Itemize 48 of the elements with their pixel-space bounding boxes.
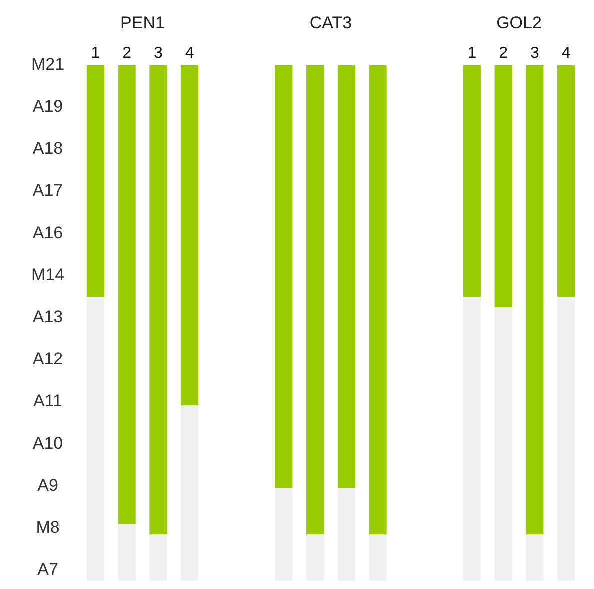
bar bbox=[86, 297, 104, 581]
text: A16 bbox=[32, 223, 64, 242]
x-tick-label: 2 bbox=[122, 45, 132, 62]
x-tick-label: 3 bbox=[154, 45, 163, 62]
bar bbox=[150, 534, 168, 581]
text: A13 bbox=[32, 308, 64, 327]
text: A18 bbox=[32, 139, 64, 158]
text: A11 bbox=[34, 392, 62, 411]
bar bbox=[558, 297, 576, 581]
bar bbox=[118, 65, 136, 524]
bar bbox=[494, 65, 512, 308]
bar bbox=[150, 65, 168, 535]
bar bbox=[338, 488, 356, 581]
x-tick-label: 1 bbox=[91, 45, 100, 62]
x-tick-label: 1 bbox=[468, 45, 477, 62]
x-tick-label: 4 bbox=[185, 45, 194, 62]
text: A9 bbox=[38, 476, 58, 495]
x-tick-label: 4 bbox=[562, 45, 571, 62]
bar bbox=[526, 534, 544, 581]
x-tick-label: 3 bbox=[530, 45, 540, 62]
text: M21 bbox=[31, 54, 65, 74]
text: A19 bbox=[32, 96, 64, 116]
bar bbox=[338, 65, 356, 488]
text: M8 bbox=[36, 518, 60, 538]
text: A12 bbox=[32, 350, 64, 369]
bar bbox=[369, 534, 387, 581]
bar bbox=[463, 297, 481, 581]
text: CAT3 bbox=[310, 14, 352, 33]
bar bbox=[86, 65, 104, 298]
bar bbox=[463, 65, 481, 298]
text: GOL2 bbox=[496, 14, 542, 33]
text: A7 bbox=[38, 560, 58, 580]
bar bbox=[275, 65, 293, 488]
text: PEN1 bbox=[120, 14, 165, 33]
bar bbox=[306, 65, 324, 535]
bar bbox=[306, 534, 324, 581]
x-tick-label: 2 bbox=[499, 45, 508, 62]
text: M14 bbox=[31, 265, 65, 284]
bar bbox=[526, 65, 544, 535]
text: A10 bbox=[32, 434, 64, 453]
text: A17 bbox=[32, 181, 64, 200]
bar bbox=[369, 65, 387, 535]
bar bbox=[558, 65, 576, 298]
bar bbox=[181, 65, 199, 406]
bar bbox=[275, 488, 293, 581]
bar bbox=[181, 406, 199, 581]
bar bbox=[118, 524, 136, 581]
bar bbox=[494, 308, 512, 581]
